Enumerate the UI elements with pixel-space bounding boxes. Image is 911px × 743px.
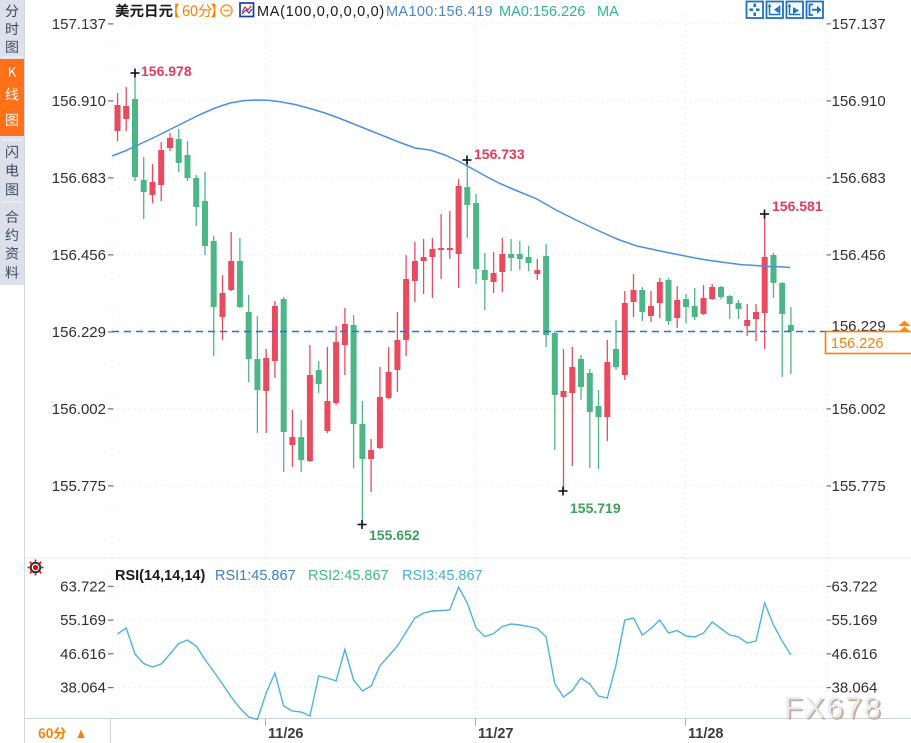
svg-text:155.775: 155.775 — [832, 478, 886, 495]
svg-text:55.169: 55.169 — [60, 612, 106, 629]
svg-text:MA: MA — [597, 4, 619, 20]
svg-text:RSI(14,14,14): RSI(14,14,14) — [115, 568, 205, 584]
svg-text:55.169: 55.169 — [832, 612, 878, 629]
svg-text:156.002: 156.002 — [832, 401, 886, 418]
svg-text:63.722: 63.722 — [832, 578, 878, 595]
svg-text:156.910: 156.910 — [832, 93, 886, 110]
svg-text:156.456: 156.456 — [52, 247, 106, 264]
svg-text:156.456: 156.456 — [832, 247, 886, 264]
svg-text:157.137: 157.137 — [832, 16, 886, 33]
svg-text:38.064: 38.064 — [832, 680, 878, 697]
svg-text:11/26: 11/26 — [268, 726, 304, 742]
svg-text:155.652: 155.652 — [369, 527, 420, 543]
svg-text:157.137: 157.137 — [52, 16, 106, 33]
svg-text:156.683: 156.683 — [52, 170, 106, 187]
svg-text:156.683: 156.683 — [832, 170, 886, 187]
svg-text:11/27: 11/27 — [478, 726, 514, 742]
svg-text:MA(100,0,0,0,0,0): MA(100,0,0,0,0,0) — [257, 4, 385, 20]
svg-text:RSI3:45.867: RSI3:45.867 — [402, 568, 483, 584]
svg-text:155.775: 155.775 — [52, 478, 106, 495]
svg-text:156.910: 156.910 — [52, 93, 106, 110]
svg-text:156.002: 156.002 — [52, 401, 106, 418]
svg-text:46.616: 46.616 — [832, 646, 878, 663]
svg-text:MA0:156.226: MA0:156.226 — [499, 4, 585, 20]
svg-text:156.229: 156.229 — [52, 324, 106, 341]
svg-text:156.733: 156.733 — [474, 146, 525, 162]
svg-text:156.226: 156.226 — [831, 336, 883, 352]
svg-text:FX678: FX678 — [784, 692, 882, 725]
svg-text:MA100:156.419: MA100:156.419 — [386, 4, 493, 20]
svg-text:63.722: 63.722 — [60, 578, 106, 595]
svg-text:FX678: FX678 — [786, 694, 884, 727]
svg-text:RSI1:45.867: RSI1:45.867 — [215, 568, 296, 584]
svg-text:156.581: 156.581 — [772, 198, 823, 214]
svg-text:156.978: 156.978 — [141, 63, 192, 79]
svg-text:11/28: 11/28 — [688, 726, 724, 742]
svg-text:155.719: 155.719 — [570, 500, 621, 516]
svg-text:46.616: 46.616 — [60, 646, 106, 663]
svg-text:RSI2:45.867: RSI2:45.867 — [308, 568, 389, 584]
svg-text:38.064: 38.064 — [60, 680, 106, 697]
